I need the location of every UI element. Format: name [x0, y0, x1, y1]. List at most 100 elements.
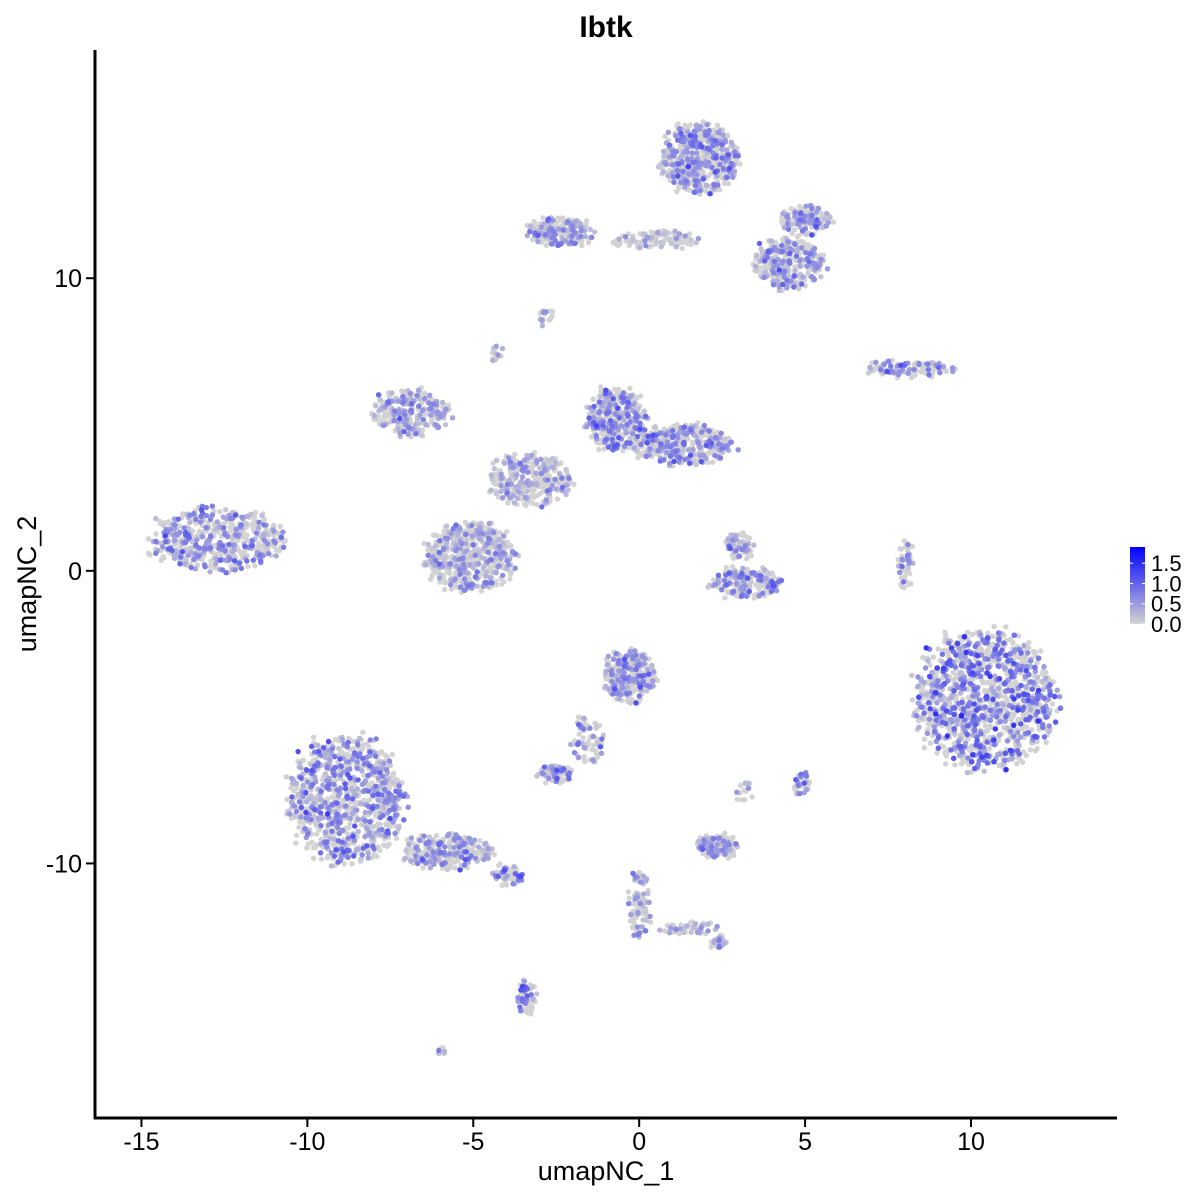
cell-point	[341, 861, 347, 867]
cell-point	[212, 526, 219, 533]
cell-point	[969, 631, 975, 638]
cell-point	[982, 723, 989, 729]
cell-point	[527, 223, 533, 229]
cell-point	[957, 669, 963, 675]
cell-point	[725, 855, 731, 861]
cell-point	[980, 680, 986, 686]
cell-point	[1026, 640, 1032, 646]
cell-point	[462, 535, 469, 541]
cell-point	[587, 226, 593, 232]
cell-point	[950, 670, 957, 676]
cell-point	[940, 744, 946, 750]
cell-point	[1019, 726, 1025, 732]
cell-point	[380, 805, 387, 811]
cell-point	[537, 465, 543, 471]
cell-point	[239, 550, 246, 556]
cell-point	[925, 721, 932, 727]
cell-point	[529, 491, 536, 498]
cell-point	[145, 536, 152, 542]
cell-point	[1000, 762, 1007, 768]
cell-point	[906, 581, 912, 588]
cell-point	[746, 780, 752, 787]
cell-point	[1030, 648, 1037, 655]
cell-point	[666, 236, 672, 242]
cell-point	[333, 777, 339, 783]
cell-point	[592, 747, 599, 754]
cell-point	[803, 231, 810, 238]
cell-point	[627, 435, 633, 442]
cell-point	[470, 849, 477, 855]
cell-point	[370, 824, 376, 830]
cell-point	[918, 714, 924, 721]
chart-title: Ibtk	[579, 11, 633, 44]
cell-point	[661, 231, 668, 237]
cell-point	[991, 657, 997, 663]
cell-point	[737, 782, 744, 789]
cell-point	[318, 856, 325, 862]
cell-point	[540, 215, 546, 221]
cell-point	[1027, 747, 1034, 753]
cell-point	[1049, 701, 1056, 707]
cell-point	[395, 825, 402, 831]
cell-point	[499, 882, 505, 888]
cell-point	[153, 515, 159, 522]
cell-point	[529, 486, 536, 493]
cell-point	[549, 455, 556, 462]
cell-point	[766, 570, 772, 577]
cell-point	[616, 386, 622, 393]
cell-point	[717, 187, 723, 193]
cell-point	[662, 133, 668, 140]
cell-point	[496, 536, 503, 542]
cell-point	[951, 740, 957, 747]
cell-point	[300, 757, 307, 763]
cell-point	[700, 119, 706, 125]
cell-point	[534, 773, 540, 779]
cell-point	[942, 750, 948, 756]
cell-point	[649, 662, 655, 669]
cell-point	[245, 563, 251, 570]
cell-point	[511, 500, 517, 506]
cell-point	[700, 850, 706, 857]
cell-point	[575, 714, 581, 720]
cell-point	[497, 861, 503, 867]
cell-point	[943, 716, 949, 723]
cell-point	[695, 838, 702, 844]
cell-point	[223, 507, 229, 513]
cell-point	[293, 840, 299, 846]
cell-point	[403, 848, 409, 854]
cell-point	[901, 584, 907, 591]
cell-point	[377, 397, 383, 403]
cell-point	[193, 520, 199, 526]
cell-point	[984, 680, 990, 686]
cell-point	[438, 554, 444, 560]
cell-point	[1040, 686, 1046, 693]
cell-point	[901, 538, 908, 544]
cell-point	[918, 369, 924, 375]
cell-point	[555, 215, 561, 221]
cell-point	[419, 427, 426, 433]
cell-point	[474, 583, 480, 589]
cell-point	[620, 447, 626, 454]
cell-point	[436, 858, 442, 864]
cell-point	[393, 835, 400, 842]
cell-point	[315, 742, 321, 748]
cell-point	[276, 547, 282, 554]
cell-point	[818, 274, 824, 280]
cell-point	[563, 491, 569, 498]
cell-point	[250, 526, 257, 533]
cell-point	[420, 865, 426, 871]
cell-point	[681, 929, 687, 935]
cell-point	[462, 519, 468, 525]
cell-point	[428, 418, 434, 425]
cell-point	[448, 586, 455, 592]
cell-point	[595, 740, 601, 746]
cell-point	[927, 662, 933, 668]
cell-point	[982, 728, 988, 735]
cell-point	[626, 895, 632, 901]
cell-point	[418, 432, 424, 438]
cell-point	[725, 181, 731, 187]
cell-point	[905, 565, 911, 571]
cell-point	[670, 423, 677, 429]
cell-point	[584, 218, 590, 224]
cell-point	[528, 1007, 534, 1013]
